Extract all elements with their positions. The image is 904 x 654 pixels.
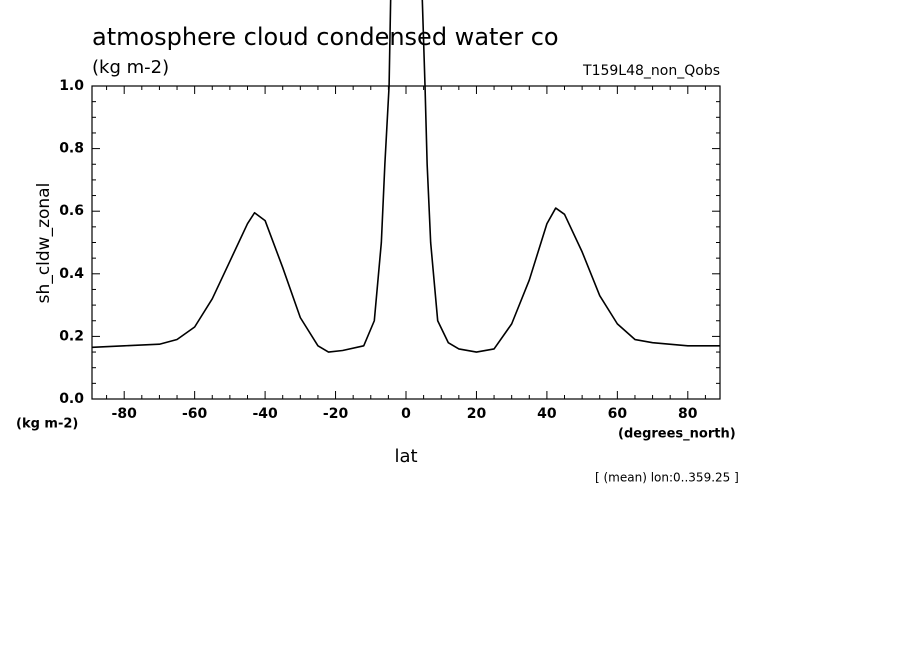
annotation: [ (mean) lon:0..359.25 ] — [595, 471, 739, 485]
x-tick-label: 80 — [678, 406, 698, 422]
y-tick-label: 0.2 — [59, 328, 84, 344]
plot-frame — [91, 85, 721, 400]
x-units: (degrees_north) — [618, 427, 736, 442]
y-tick-label: 0.0 — [59, 391, 84, 407]
x-tick-label: 60 — [608, 406, 628, 422]
x-tick-label: 0 — [401, 406, 411, 422]
x-tick-label: -80 — [112, 406, 138, 422]
data-line — [92, 0, 720, 353]
x-tick-label: -60 — [182, 406, 208, 422]
y-tick-label: 0.6 — [59, 203, 84, 219]
y-tick-label: 0.8 — [59, 141, 84, 157]
chart-title: atmosphere cloud condensed water co — [92, 23, 559, 51]
x-tick-label: 20 — [467, 406, 487, 422]
x-tick-label: 40 — [537, 406, 557, 422]
run-label: T159L48_non_Qobs — [582, 63, 720, 79]
y-units: (kg m-2) — [16, 417, 78, 432]
y-tick-label: 1.0 — [59, 78, 84, 94]
chart-subtitle: (kg m-2) — [92, 57, 169, 78]
x-tick-label: -20 — [323, 406, 349, 422]
x-axis-label: lat — [394, 446, 417, 467]
x-tick-label: -40 — [252, 406, 278, 422]
y-axis-label: sh_cldw_zonal — [34, 183, 54, 304]
y-tick-label: 0.4 — [59, 266, 84, 282]
